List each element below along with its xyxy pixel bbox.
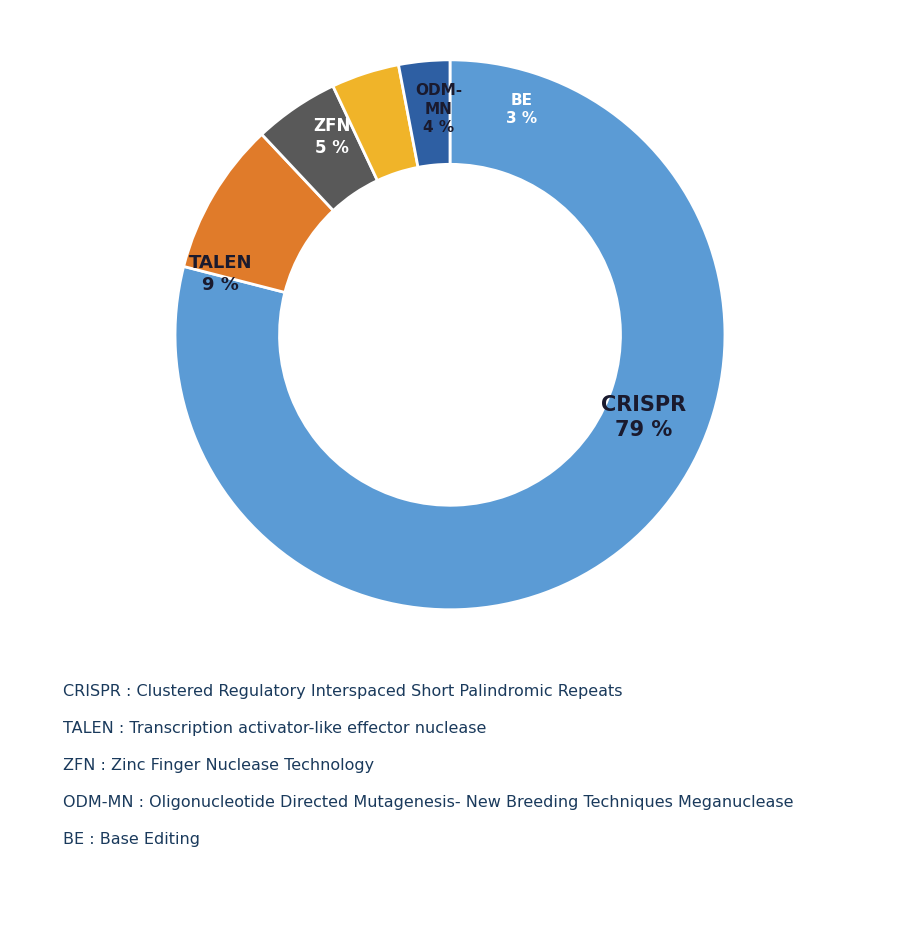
Text: TALEN : Transcription activator-like effector nuclease: TALEN : Transcription activator-like eff… [63,721,486,736]
Text: ZFN
5 %: ZFN 5 % [313,117,350,157]
Wedge shape [333,65,418,180]
Wedge shape [262,86,377,210]
Text: BE : Base Editing: BE : Base Editing [63,832,200,847]
Text: CRISPR : Clustered Regulatory Interspaced Short Palindromic Repeats: CRISPR : Clustered Regulatory Interspace… [63,684,623,698]
Text: ODM-
MN
4 %: ODM- MN 4 % [416,84,463,136]
Text: ODM-MN : Oligonucleotide Directed Mutagenesis- New Breeding Techniques Meganucle: ODM-MN : Oligonucleotide Directed Mutage… [63,795,794,810]
Wedge shape [184,134,333,292]
Text: BE
3 %: BE 3 % [506,93,537,126]
Wedge shape [175,60,725,610]
Text: TALEN
9 %: TALEN 9 % [188,254,252,295]
Wedge shape [399,60,450,167]
Text: CRISPR
79 %: CRISPR 79 % [601,395,687,440]
Text: ZFN : Zinc Finger Nuclease Technology: ZFN : Zinc Finger Nuclease Technology [63,758,374,773]
